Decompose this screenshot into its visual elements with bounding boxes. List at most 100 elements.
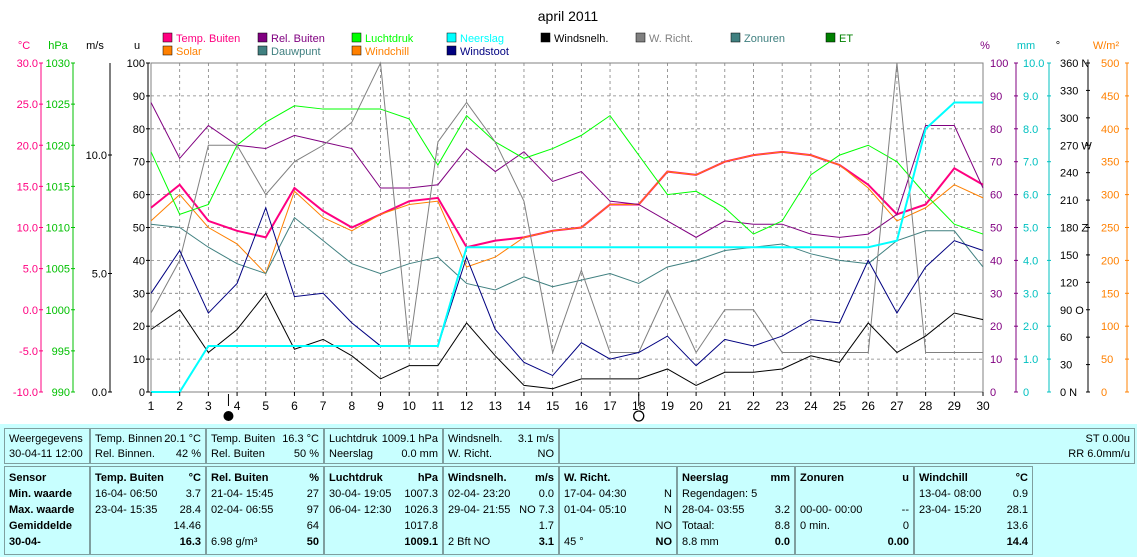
stat-value: 0.0 [538,488,554,500]
stat-unit: °C [188,472,201,484]
current-label: Windsnelh. [448,433,503,445]
legend-label: W. Richt. [649,33,693,45]
axis-tick-label: 240 [1060,168,1078,180]
x-tick-label: 17 [603,399,617,413]
axis-tick-label: 150 [1101,288,1119,300]
current-cell: Temp. Buiten 16.3 °C Rel. Buiten 50 % [206,428,324,464]
axis-tick-label: 250 [1101,223,1119,235]
axis-tick-label: 10 [990,354,1002,366]
current-value: 1009.1 hPa [381,433,438,445]
axis-tick-label: 0 N [1060,387,1077,399]
axis-tick-label: 8.0 [1023,124,1038,136]
stat-time: 23-04- 15:20 [919,504,982,516]
axis-tick-label: 10 [133,354,145,366]
stat-column: Zonuren u 00-00- 00:00 -- 0 min. 0 0.00 [795,466,914,555]
current-value: 3.1 m/s [517,433,554,445]
axis-tick-label: 50 [1101,354,1113,366]
stat-value: N [664,504,672,516]
current-label: Weergegevens [9,433,83,445]
stat-time: 01-04- 05:10 [564,504,627,516]
stat-unit: u [902,472,909,484]
current-value: RR 6.0mm/u [1068,448,1130,460]
stat-unit: m/s [535,472,554,484]
axis-tick-label: 1.0 [1023,354,1038,366]
axis-unit-label: m/s [86,40,104,52]
stat-unit: mm [770,472,790,484]
stat-header: Luchtdruk [329,472,383,484]
stat-value: 16.3 [179,536,201,548]
axis-tick-label: 150 [1060,250,1078,262]
stat-time: 02-04- 06:55 [211,504,274,516]
axis-tick-label: 500 [1101,58,1119,70]
stat-value: 0.00 [887,536,909,548]
stat-value: 1.7 [538,520,554,532]
stat-value: 28.1 [1006,504,1028,516]
axis-tick-label: 300 [1101,190,1119,202]
series-line-w-richt- [150,61,983,355]
x-tick-label: 19 [661,399,675,413]
stat-value: 27 [306,488,319,500]
axis-tick-label: 350 [1101,157,1119,169]
stat-value: 0.9 [1012,488,1028,500]
stat-header: Zonuren [800,472,844,484]
stat-value: 1007.3 [404,488,438,500]
current-cell: Luchtdruk 1009.1 hPa Neerslag 0.0 mm [324,428,443,464]
current-value: 50 % [293,448,319,460]
legend-swatch [635,32,646,43]
axis-tick-label: 80 [133,124,145,136]
stat-time: 29-04- 21:55 [448,504,511,516]
stat-value: 0.0 [774,536,790,548]
stat-time: 0 min. [800,520,830,532]
axis-tick-label: 120 [1060,277,1078,289]
stat-value: 3.1 [538,536,554,548]
legend-label: Temp. Buiten [176,33,240,45]
stat-time: 13-04- 08:00 [919,488,982,500]
current-label: Rel. Buiten [211,448,265,460]
stat-time: 16-04- 06:50 [95,488,158,500]
grid [150,62,984,393]
x-tick-label: 3 [205,399,212,413]
axis-tick-label: 450 [1101,91,1119,103]
stat-time: Totaal: [682,520,715,532]
stat-column: Rel. Buiten% 21-04- 15:45 27 02-04- 06:55 97… [206,466,324,555]
stat-value: 1009.1 [404,536,438,548]
axis-tick-label: 360 N [1060,58,1089,70]
x-tick-label: 20 [689,399,703,413]
x-tick-label: 6 [291,399,298,413]
x-tick-label: 24 [804,399,818,413]
current-value: NO [537,448,555,460]
current-cell: ST 0.00u RR 6.0mm/u [559,428,1135,464]
x-tick-label: 29 [948,399,962,413]
x-tick-label: 22 [747,399,761,413]
current-label: Luchtdruk [329,433,378,445]
legend-swatch [257,32,268,43]
x-tick-label: 15 [546,399,560,413]
stat-value: 1026.3 [404,504,438,516]
axis-tick-label: 1005 [46,264,70,276]
axis-tick-label: 5.0 [1023,223,1038,235]
current-value: ST 0.00u [1085,433,1130,445]
x-tick-label: 1 [148,399,155,413]
series-line-dauwpunt [150,216,984,291]
legend-label: Windstoot [460,46,509,58]
legend-label: ET [839,33,853,45]
axis-tick-label: 70 [990,157,1002,169]
x-tick-label: 4 [234,399,241,413]
stat-time: 8.8 mm [682,536,719,548]
stat-column: Luchtdruk hPa 30-04- 19:05 1007.3 06-04- 12:… [324,466,443,555]
axis-tick-label: 60 [1060,332,1072,344]
axis-tick-label: 40 [133,255,145,267]
stat-time: 23-04- 15:35 [95,504,158,516]
current-label: Rel. Binnen. [95,448,155,460]
axis-unit-label: °C [18,40,30,52]
x-tick-label: 21 [718,399,732,413]
axis-tick-label: 30 [1060,360,1072,372]
legend-swatch [351,32,362,43]
legend-label: Rel. Buiten [271,33,325,45]
axis-tick-label: 25.0 [17,99,38,111]
series-line-neerslag [151,101,983,393]
x-tick-label: 2 [176,399,183,413]
axis-tick-label: 210 [1060,195,1078,207]
x-tick-label: 13 [489,399,503,413]
axis-tick-label: 10.0 [17,223,38,235]
